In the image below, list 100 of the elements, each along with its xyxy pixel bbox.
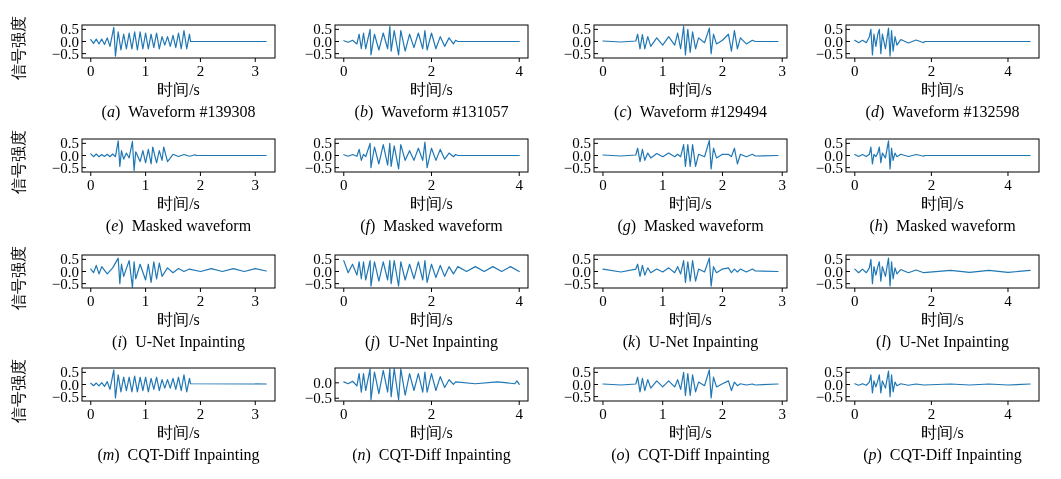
x-axis-title: 时间/s	[921, 424, 964, 441]
x-tick-label: 2	[718, 63, 727, 79]
x-tick-label: 0	[340, 293, 348, 309]
text: (h) Masked waveform	[869, 217, 1017, 235]
text: (o) CQT-Diff Inpainting	[611, 446, 770, 464]
x-tick-label: 2	[196, 293, 205, 309]
line-series	[602, 139, 779, 170]
x-tick-label: 2	[196, 63, 205, 79]
x-tick-label: 0	[340, 177, 348, 193]
x-tick-label: 1	[658, 177, 667, 193]
y-axis-title: 信号强度	[10, 245, 27, 310]
text: (p) CQT-Diff Inpainting	[863, 446, 1022, 464]
x-tick-label: 0	[87, 177, 95, 193]
x-tick-label: 1	[658, 406, 667, 422]
text: (g) Masked waveform	[617, 217, 765, 235]
x-tick-label: 2	[718, 406, 727, 422]
x-tick-label: 0	[87, 63, 95, 79]
x-tick-label: 0	[599, 406, 607, 422]
x-tick-label: 0	[851, 63, 859, 79]
x-tick-label: 0	[87, 406, 95, 422]
x-tick-label: 1	[658, 63, 667, 79]
x-tick-label: 2	[196, 177, 205, 193]
line-series	[90, 26, 267, 57]
x-tick-label: 2	[927, 177, 936, 193]
x-tick-label: 2	[427, 406, 436, 422]
text: (j) U-Net Inpainting	[365, 333, 498, 351]
y-tick-label: 0.0	[313, 374, 332, 391]
x-tick-label: 3	[778, 293, 786, 309]
x-tick-label: 0	[340, 406, 348, 422]
x-axis-title: 时间/s	[669, 81, 712, 98]
x-tick-label: 0	[340, 63, 348, 79]
x-tick-label: 4	[1004, 293, 1013, 309]
x-tick-label: 2	[927, 63, 936, 79]
x-tick-label: 4	[515, 63, 524, 79]
line-series	[854, 27, 1031, 57]
line-series	[90, 140, 267, 172]
x-tick-label: 2	[718, 177, 727, 193]
line-series	[343, 368, 520, 401]
line-series	[343, 141, 520, 170]
text: (f) Masked waveform	[360, 217, 504, 235]
x-tick-label: 4	[515, 177, 524, 193]
x-tick-label: 2	[427, 177, 436, 193]
line-series	[343, 259, 520, 287]
x-tick-label: 1	[141, 293, 150, 309]
text: (l) U-Net Inpainting	[876, 333, 1009, 351]
line-series	[602, 25, 779, 56]
x-tick-label: 1	[141, 406, 150, 422]
x-tick-label: 2	[927, 293, 936, 309]
text: (i) U-Net Inpainting	[112, 333, 245, 351]
text: (n) CQT-Diff Inpainting	[352, 446, 511, 464]
text: (e) Masked waveform	[105, 217, 252, 235]
x-axis-title: 时间/s	[157, 195, 200, 212]
line-series	[854, 370, 1031, 398]
x-axis-title: 时间/s	[410, 424, 453, 441]
x-tick-label: 3	[778, 177, 786, 193]
line-series	[343, 25, 520, 56]
line-series	[90, 257, 267, 288]
x-axis-title: 时间/s	[410, 81, 453, 98]
x-tick-label: 4	[515, 406, 524, 422]
x-axis-title: 时间/s	[157, 81, 200, 98]
x-tick-label: 2	[427, 63, 436, 79]
x-tick-label: 2	[196, 406, 205, 422]
x-axis-title: 时间/s	[921, 195, 964, 212]
x-tick-label: 3	[778, 406, 786, 422]
text: (d) Waveform #132598	[865, 103, 1020, 121]
x-tick-label: 1	[141, 177, 150, 193]
text: (b) Waveform #131057	[354, 103, 509, 121]
x-tick-label: 0	[87, 293, 95, 309]
y-axis-title: 信号强度	[10, 15, 27, 80]
line-series	[854, 140, 1031, 170]
x-tick-label: 4	[1004, 63, 1013, 79]
text: (c) Waveform #129494	[614, 103, 767, 121]
x-tick-label: 4	[1004, 177, 1013, 193]
x-axis-title: 时间/s	[157, 424, 200, 441]
x-tick-label: 3	[251, 406, 260, 422]
x-axis-title: 时间/s	[669, 195, 712, 212]
text: (m) CQT-Diff Inpainting	[97, 446, 260, 464]
x-axis-title: 时间/s	[921, 311, 964, 328]
x-tick-label: 4	[515, 293, 524, 309]
line-series	[602, 369, 779, 399]
x-axis-title: 时间/s	[410, 311, 453, 328]
x-tick-label: 2	[718, 293, 727, 309]
line-series	[854, 257, 1031, 287]
x-tick-label: 3	[251, 293, 260, 309]
x-tick-label: 0	[851, 406, 859, 422]
x-tick-label: 4	[1004, 406, 1013, 422]
x-tick-label: 0	[599, 293, 607, 309]
x-tick-label: 0	[599, 177, 607, 193]
x-tick-label: 3	[778, 63, 786, 79]
x-tick-label: 0	[851, 177, 859, 193]
line-series	[90, 369, 267, 399]
x-tick-label: 1	[141, 63, 150, 79]
x-tick-label: 1	[658, 293, 667, 309]
x-axis-title: 时间/s	[669, 311, 712, 328]
text: (a) Waveform #139308	[101, 103, 256, 121]
x-axis-title: 时间/s	[157, 311, 200, 328]
y-axis-title: 信号强度	[10, 358, 27, 423]
x-tick-label: 2	[427, 293, 436, 309]
x-axis-title: 时间/s	[669, 424, 712, 441]
x-tick-label: 3	[251, 177, 260, 193]
